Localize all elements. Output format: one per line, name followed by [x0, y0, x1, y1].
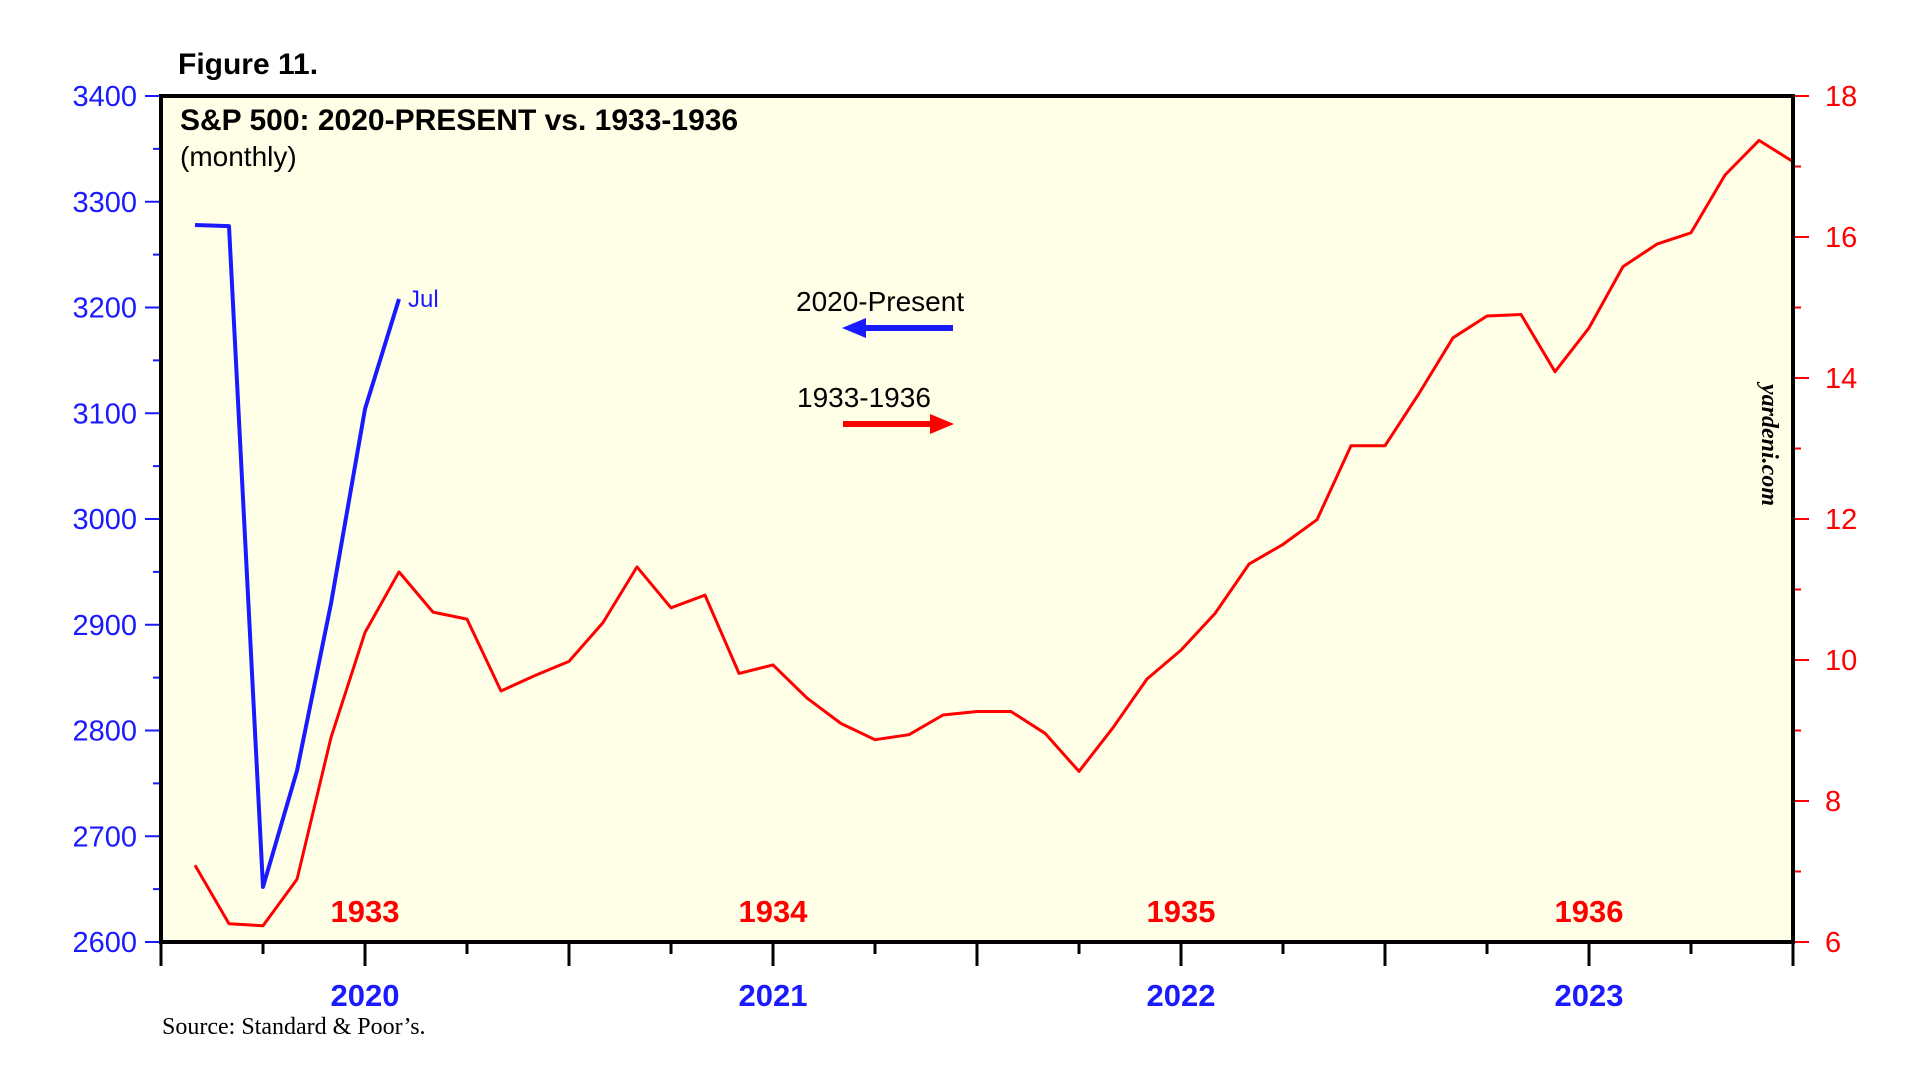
left-tick-label: 2900 — [72, 610, 137, 642]
left-tick-label: 3300 — [72, 187, 137, 219]
chart-title: S&P 500: 2020-PRESENT vs. 1933-1936 — [180, 104, 738, 137]
left-tick-label: 2600 — [72, 927, 137, 959]
series-line-1933-1936 — [193, 138, 1794, 928]
plot-frame — [159, 94, 1795, 944]
left-tick-label: 3200 — [72, 293, 137, 325]
x-year-label: 2021 — [739, 978, 808, 1013]
left-tick-label: 3400 — [72, 81, 137, 113]
legend: 2020-Present 1933-1936 — [796, 286, 964, 434]
legend-arrowhead-left-icon — [842, 318, 866, 338]
right-tick-label: 16 — [1825, 222, 1857, 254]
right-tick-label: 8 — [1825, 786, 1841, 818]
legend-arrowhead-right-icon — [930, 414, 954, 434]
overlay-year-label: 1935 — [1147, 894, 1216, 929]
series-end-label-jul: Jul — [408, 286, 439, 313]
right-tick-label: 6 — [1825, 927, 1841, 959]
overlay-year-label: 1934 — [739, 894, 809, 929]
legend-label-1933-1936: 1933-1936 — [797, 382, 931, 413]
series-line-2020-present — [194, 223, 401, 889]
left-axis: 2600 2700 2800 2900 3000 3100 3200 3300 3400 — [72, 81, 161, 959]
x-axis: 2020 2021 2022 2023 — [159, 942, 1795, 1013]
left-tick-label: 2800 — [72, 716, 137, 748]
x-year-label: 2022 — [1147, 978, 1216, 1013]
left-tick-label: 3000 — [72, 504, 137, 536]
right-tick-label: 10 — [1825, 645, 1857, 677]
right-tick-label: 12 — [1825, 504, 1857, 536]
source-note: Source: Standard & Poor’s. — [162, 1014, 426, 1040]
x-year-label: 2023 — [1555, 978, 1624, 1013]
figure-label: Figure 11. — [178, 48, 318, 81]
right-tick-label: 14 — [1825, 363, 1857, 395]
left-tick-label: 2700 — [72, 821, 137, 853]
x-year-label: 2020 — [331, 978, 400, 1013]
right-tick-label: 18 — [1825, 81, 1857, 113]
left-tick-label: 3100 — [72, 398, 137, 430]
watermark: yardeni.com — [1756, 381, 1782, 506]
right-axis: 6 8 10 12 14 16 18 — [1793, 81, 1857, 959]
chart-subtitle: (monthly) — [180, 141, 297, 172]
legend-label-2020-present: 2020-Present — [796, 286, 964, 317]
overlay-year-label: 1936 — [1555, 894, 1624, 929]
plot-background — [161, 96, 1793, 942]
overlay-year-label: 1933 — [331, 894, 400, 929]
overlay-year-labels: 1933 1934 1935 1936 — [331, 894, 1624, 929]
